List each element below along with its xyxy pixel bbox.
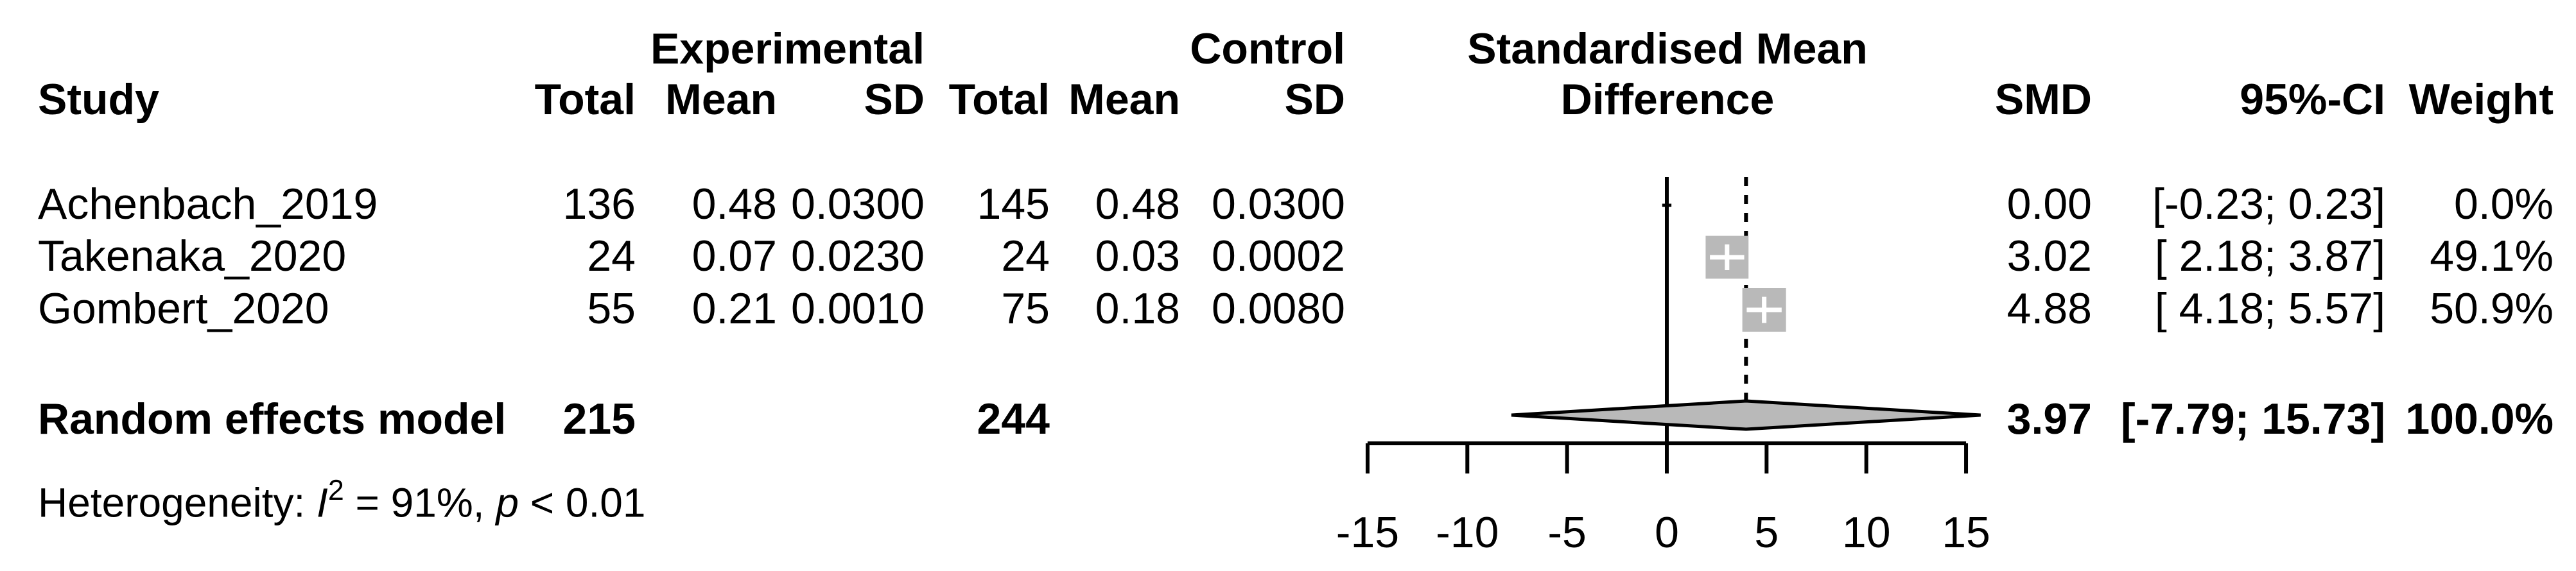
axis-tick-label: 5 bbox=[1754, 508, 1779, 557]
header-ci: 95%-CI bbox=[2240, 75, 2385, 124]
exp-sd-value: 0.0230 bbox=[791, 232, 925, 280]
header-exp-sd: SD bbox=[864, 75, 925, 124]
heterogeneity-value: = 91%, bbox=[344, 479, 496, 526]
pooled-smd: 3.97 bbox=[2006, 395, 2092, 443]
axis-tick-label: -10 bbox=[1436, 508, 1499, 557]
weight-value: 49.1% bbox=[2430, 232, 2554, 280]
pooled-label: Random effects model bbox=[38, 395, 507, 443]
header-weight: Weight bbox=[2408, 75, 2554, 124]
axis-tick-label: -5 bbox=[1547, 508, 1586, 557]
weight-value: 0.0% bbox=[2454, 180, 2554, 228]
axis-tick-label: 10 bbox=[1842, 508, 1891, 557]
smd-value: 4.88 bbox=[2006, 284, 2092, 333]
pooled-ci: [-7.79; 15.73] bbox=[2121, 395, 2385, 443]
weight-value: 50.9% bbox=[2430, 284, 2554, 333]
ctrl-total-value: 75 bbox=[1001, 284, 1050, 333]
ci-value: [-0.23; 0.23] bbox=[2152, 180, 2385, 228]
ctrl-sd-value: 0.0002 bbox=[1212, 232, 1345, 280]
p-value: < 0.01 bbox=[518, 479, 646, 526]
exp-sd-value: 0.0010 bbox=[791, 284, 925, 333]
header-group-control: Control bbox=[1190, 24, 1345, 73]
axis-tick-label: 0 bbox=[1655, 508, 1679, 557]
smd-value: 0.00 bbox=[2006, 180, 2092, 228]
pooled-weight: 100.0% bbox=[2405, 395, 2554, 443]
exp-mean-value: 0.07 bbox=[692, 232, 777, 280]
ci-value: [ 4.18; 5.57] bbox=[2154, 284, 2385, 333]
header-study: Study bbox=[38, 75, 159, 124]
i-squared-exponent: 2 bbox=[327, 473, 344, 506]
pooled-ctrl-total: 244 bbox=[977, 395, 1050, 443]
header-ctrl-mean: Mean bbox=[1068, 75, 1180, 124]
ctrl-mean-value: 0.48 bbox=[1095, 180, 1180, 228]
ctrl-sd-value: 0.0300 bbox=[1212, 180, 1345, 228]
header-exp-total: Total bbox=[534, 75, 636, 124]
exp-total-value: 24 bbox=[587, 232, 636, 280]
i-squared-symbol: I bbox=[317, 479, 328, 526]
study-name: Gombert_2020 bbox=[38, 284, 329, 333]
ctrl-mean-value: 0.18 bbox=[1095, 284, 1180, 333]
study-name: Achenbach_2019 bbox=[38, 180, 378, 228]
smd-value: 3.02 bbox=[2006, 232, 2092, 280]
header-effect-measure-line2: Difference bbox=[1560, 75, 1775, 124]
ctrl-sd-value: 0.0080 bbox=[1212, 284, 1345, 333]
heterogeneity-note: Heterogeneity: I2 = 91%, p < 0.01 bbox=[38, 472, 646, 526]
ctrl-total-value: 145 bbox=[977, 180, 1050, 228]
exp-sd-value: 0.0300 bbox=[791, 180, 925, 228]
header-exp-mean: Mean bbox=[665, 75, 777, 124]
ctrl-total-value: 24 bbox=[1001, 232, 1050, 280]
exp-total-value: 136 bbox=[562, 180, 636, 228]
exp-total-value: 55 bbox=[587, 284, 636, 333]
header-effect-measure-line1: Standardised Mean bbox=[1467, 24, 1868, 73]
pooled-exp-total: 215 bbox=[562, 395, 636, 443]
header-ctrl-sd: SD bbox=[1284, 75, 1345, 124]
study-name: Takenaka_2020 bbox=[38, 232, 347, 280]
axis-tick-label: 15 bbox=[1942, 508, 1990, 557]
exp-mean-value: 0.21 bbox=[692, 284, 777, 333]
heterogeneity-prefix: Heterogeneity: bbox=[38, 479, 317, 526]
header-group-experimental: Experimental bbox=[650, 24, 925, 73]
axis-tick-label: -15 bbox=[1336, 508, 1399, 557]
header-smd: SMD bbox=[1994, 75, 2092, 124]
pooled-diamond bbox=[1511, 399, 1981, 431]
ctrl-mean-value: 0.03 bbox=[1095, 232, 1180, 280]
p-symbol: p bbox=[496, 479, 519, 526]
exp-mean-value: 0.48 bbox=[692, 180, 777, 228]
ci-value: [ 2.18; 3.87] bbox=[2154, 232, 2385, 280]
header-ctrl-total: Total bbox=[948, 75, 1050, 124]
